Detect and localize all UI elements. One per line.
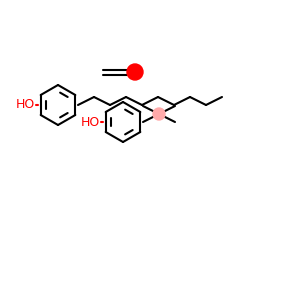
- Text: HO: HO: [81, 116, 100, 128]
- Text: HO: HO: [16, 98, 35, 112]
- Circle shape: [153, 108, 165, 120]
- Circle shape: [127, 64, 143, 80]
